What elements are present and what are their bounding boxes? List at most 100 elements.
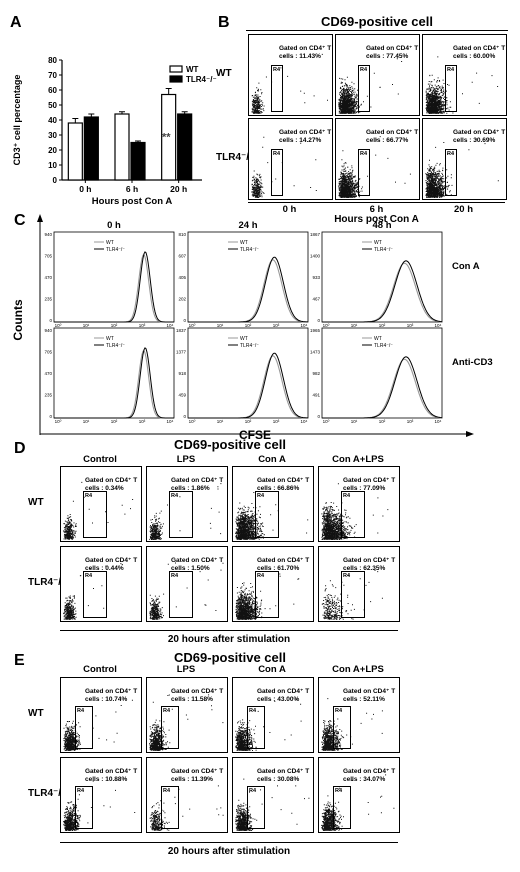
panel-d-title: CD69-positive cell (174, 437, 286, 452)
footer-rule (248, 202, 505, 203)
gate-prefix: Gated on CD4⁺ T (366, 45, 419, 52)
x-tick-label: 10⁰ (55, 419, 62, 424)
legend-wt: WT (240, 336, 248, 342)
dot-plot-scatter (63, 481, 134, 540)
event-dots (321, 774, 395, 831)
histogram-frame (321, 231, 443, 323)
gate-percentage: cells : 10.88% (85, 776, 128, 783)
bar-wt-1 (114, 113, 130, 181)
column-header: 20 h (453, 204, 473, 215)
x-tick-label: 10⁴ (435, 419, 442, 424)
r4-gate: R4 (161, 706, 179, 749)
gate-percentage: cells : 77.45% (366, 53, 409, 60)
x-tick-label: 10⁴ (167, 419, 174, 424)
event-dots (235, 699, 302, 751)
histogram-curve-wt (188, 355, 308, 419)
gate-percentage: cells : 11.58% (171, 696, 213, 703)
r4-gate: R4 (83, 571, 107, 618)
y-arrow (37, 214, 43, 222)
r4-gate: R4 (271, 149, 283, 196)
histogram-curve-wt (54, 253, 174, 323)
gate-prefix: Gated on CD4⁺ T (343, 768, 396, 775)
gate-prefix: Gated on CD4⁺ T (366, 129, 419, 136)
y-tick-label: 1837 (176, 328, 187, 333)
gate-percentage: cells : 0.34% (85, 485, 124, 492)
x-tick-label: 10⁰ (323, 323, 330, 328)
y-tick-label: 235 (44, 297, 52, 302)
y-tick-label: 1377 (176, 350, 187, 355)
r4-gate: R4 (169, 491, 193, 538)
row-label: WT (28, 497, 44, 508)
gate-prefix: Gated on CD4⁺ T (343, 688, 396, 695)
dot-plot-scatter (321, 774, 395, 831)
event-dots (425, 56, 499, 114)
y-tick-label: 1867 (310, 232, 321, 237)
x-tick-label: 10⁴ (301, 323, 308, 328)
footer-rule (60, 842, 398, 843)
histogram-frame (53, 231, 175, 323)
r4-gate: R4 (169, 571, 193, 618)
dot-plot-scatter (251, 53, 328, 114)
x-tick-label: 10² (111, 419, 118, 424)
r4-gate: R4 (75, 706, 93, 749)
x-tick-label: 10⁰ (55, 323, 62, 328)
event-dots (251, 136, 318, 198)
dot-plot-scatter (149, 694, 224, 751)
row-label: Con A (452, 261, 480, 272)
gate-prefix: Gated on CD4⁺ T (279, 129, 332, 136)
legend-wt: WT (106, 336, 114, 342)
histogram-curve-tlr4 (54, 347, 174, 419)
r4-gate: R4 (247, 706, 265, 749)
r4-gate: R4 (247, 786, 265, 829)
y-tick-label: 982 (312, 371, 320, 376)
x-tick-label: 10³ (273, 323, 280, 328)
event-dots (338, 54, 403, 114)
y-tick-label: 10 (48, 161, 57, 170)
y-tick-label: 405 (178, 275, 186, 280)
footer-label: 20 hours after stimulation (167, 634, 291, 645)
legend-swatch-0 (169, 65, 183, 73)
x-tick-label: 10² (245, 323, 252, 328)
x-tick-label: 10² (379, 419, 386, 424)
y-tick-label: 1965 (310, 328, 321, 333)
x-tick-label: 10³ (407, 323, 414, 328)
r4-gate: R4 (341, 571, 365, 618)
gate-percentage: cells : 1.50% (171, 565, 210, 572)
gate-percentage: cells : 66.77% (366, 137, 409, 144)
bar-tlr4-2 (177, 113, 193, 181)
column-header: 6 h (369, 204, 384, 215)
panel-e-title: CD69-positive cell (174, 650, 286, 665)
y-tick-label: 0 (49, 318, 52, 323)
gate-prefix: Gated on CD4⁺ T (257, 557, 310, 564)
dot-plot-scatter (338, 54, 403, 114)
r4-gate: R4 (255, 491, 279, 538)
footer-label: 20 hours after stimulation (167, 846, 291, 857)
histogram-curve-wt (54, 349, 174, 419)
event-dots (338, 136, 411, 198)
histogram-frame (321, 327, 443, 419)
histogram-frame (187, 327, 309, 419)
r4-gate: R4 (271, 65, 283, 112)
y-tick-label: 0 (53, 176, 58, 185)
bar-tlr4-1 (130, 141, 146, 181)
x-tick-label: 10⁰ (189, 419, 196, 424)
gate-percentage: cells : 30.08% (257, 776, 300, 783)
gate-percentage: cells : 1.86% (171, 485, 210, 492)
row-label: TLR4⁻/⁻ (216, 152, 255, 163)
y-tick-label: 940 (44, 328, 52, 333)
event-dots (251, 53, 328, 114)
histogram-curve-wt (322, 262, 442, 323)
row-label: WT (28, 708, 44, 719)
column-header: 0 h (107, 220, 121, 231)
y-tick-label: 459 (178, 393, 186, 398)
histogram-curve-tlr4 (322, 356, 443, 419)
x-tick-label: 6 h (126, 184, 138, 194)
x-tick-label: 10¹ (83, 323, 90, 328)
histogram-curve-tlr4 (322, 260, 443, 323)
